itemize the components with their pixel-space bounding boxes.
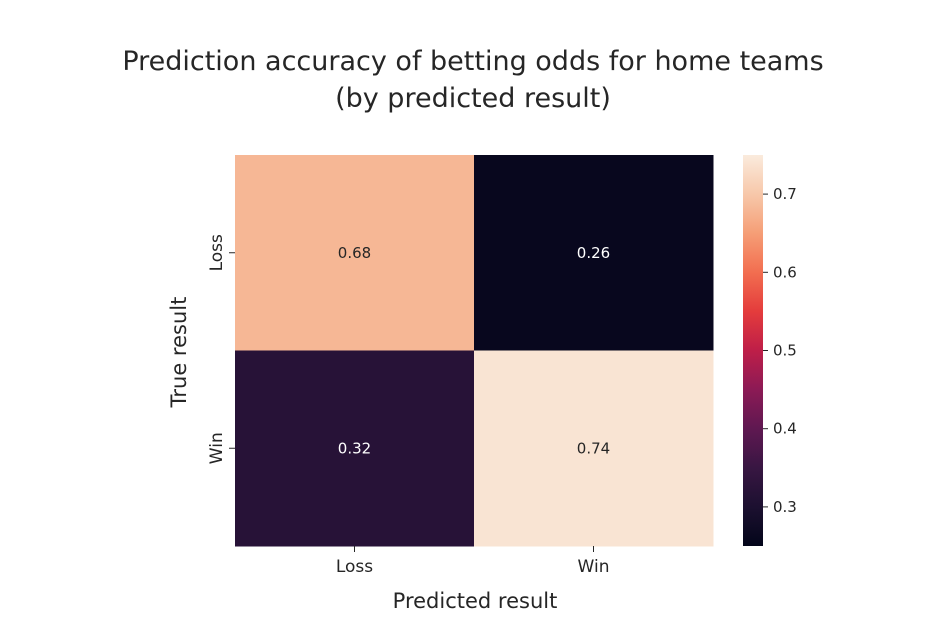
x-axis-label: Predicted result: [393, 589, 558, 613]
cell-annotation: 0.32: [338, 439, 371, 457]
colorbar-tick-label: 0.4: [773, 420, 797, 438]
x-tick-label: Loss: [336, 557, 373, 577]
y-tick-label: Win: [207, 432, 227, 464]
heatmap-cell-win-win: [474, 350, 714, 547]
y-axis-label: True result: [167, 297, 191, 409]
heatmap-cells: [235, 155, 714, 547]
heatmap-annotations: 0.68 0.26 0.32 0.74: [338, 244, 610, 458]
y-tick-label: Loss: [207, 234, 227, 271]
x-tick-label: Win: [578, 557, 610, 577]
heatmap-cell-loss-win: [474, 155, 714, 351]
cell-annotation: 0.68: [338, 244, 371, 262]
colorbar-ticks: 0.3 0.4 0.5 0.6 0.7: [763, 185, 797, 516]
chart-subtitle: (by predicted result): [335, 83, 611, 114]
cell-annotation: 0.74: [577, 439, 610, 457]
colorbar-tick-label: 0.7: [773, 185, 797, 203]
chart-title: Prediction accuracy of betting odds for …: [122, 46, 823, 77]
colorbar-tick-label: 0.5: [773, 342, 797, 360]
colorbar: [743, 155, 763, 546]
x-axis-ticks: Loss Win: [336, 546, 610, 577]
y-axis-ticks: Loss Win: [207, 234, 235, 464]
heatmap-cell-win-loss: [235, 350, 475, 547]
heatmap-cell-loss-loss: [235, 155, 475, 351]
cell-annotation: 0.26: [577, 244, 610, 262]
colorbar-tick-label: 0.3: [773, 498, 797, 516]
colorbar-tick-label: 0.6: [773, 263, 797, 281]
